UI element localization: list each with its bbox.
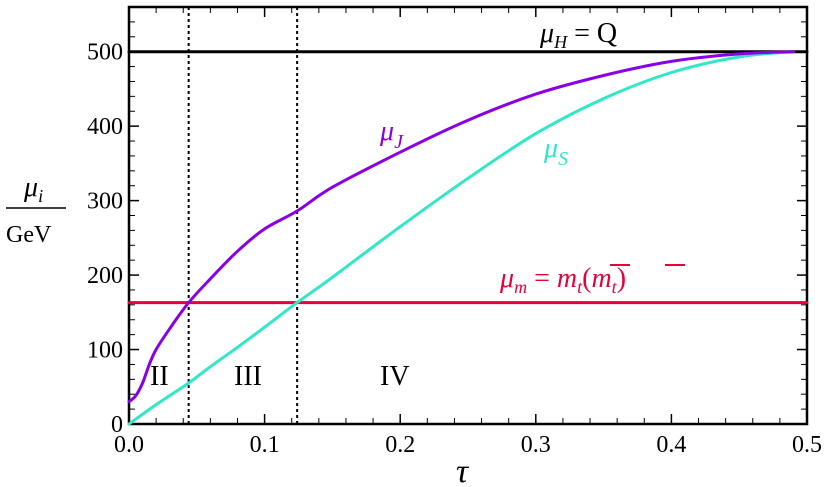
x-tick-label: 0.0 [114,432,144,458]
series-label-mu-s: μS [543,133,568,170]
svg-text:μm = mt(mt): μm = mt(mt) [499,263,626,297]
series-label-mu-m: μm = mt(mt) [499,263,685,297]
region-label-ii: II [150,361,169,392]
x-tick-label: 0.1 [250,432,280,458]
series-label-mu-j: μJ [379,116,404,153]
x-tick-label: 0.2 [385,432,415,458]
series-line-mu-s [127,50,795,426]
y-tick-label: 300 [87,189,123,215]
series-label-mu-h: μH = Q [539,18,617,52]
x-axis-label: τ [456,453,470,487]
y-axis-label-denominator: GeV [6,222,52,248]
x-tick-label: 0.3 [521,432,551,458]
tick-labels: 0.0 0.1 0.2 0.3 0.4 0.5 0 100 200 300 400 500 [87,40,822,458]
plot-frame [127,5,809,426]
region-label-iii: III [234,361,262,392]
region-label-iv: IV [380,361,410,392]
x-tick-label: 0.4 [656,432,686,458]
y-tick-label: 100 [87,338,123,364]
y-tick-label: 200 [87,263,123,289]
y-axis-label-numerator: μi [23,172,43,206]
axis-ticks [128,6,808,425]
y-tick-label: 500 [87,40,123,66]
x-tick-label: 0.5 [792,432,822,458]
y-tick-label: 0 [111,412,123,438]
series-lines [127,50,809,426]
series-line-mu-j [127,50,795,404]
y-tick-label: 400 [87,114,123,140]
